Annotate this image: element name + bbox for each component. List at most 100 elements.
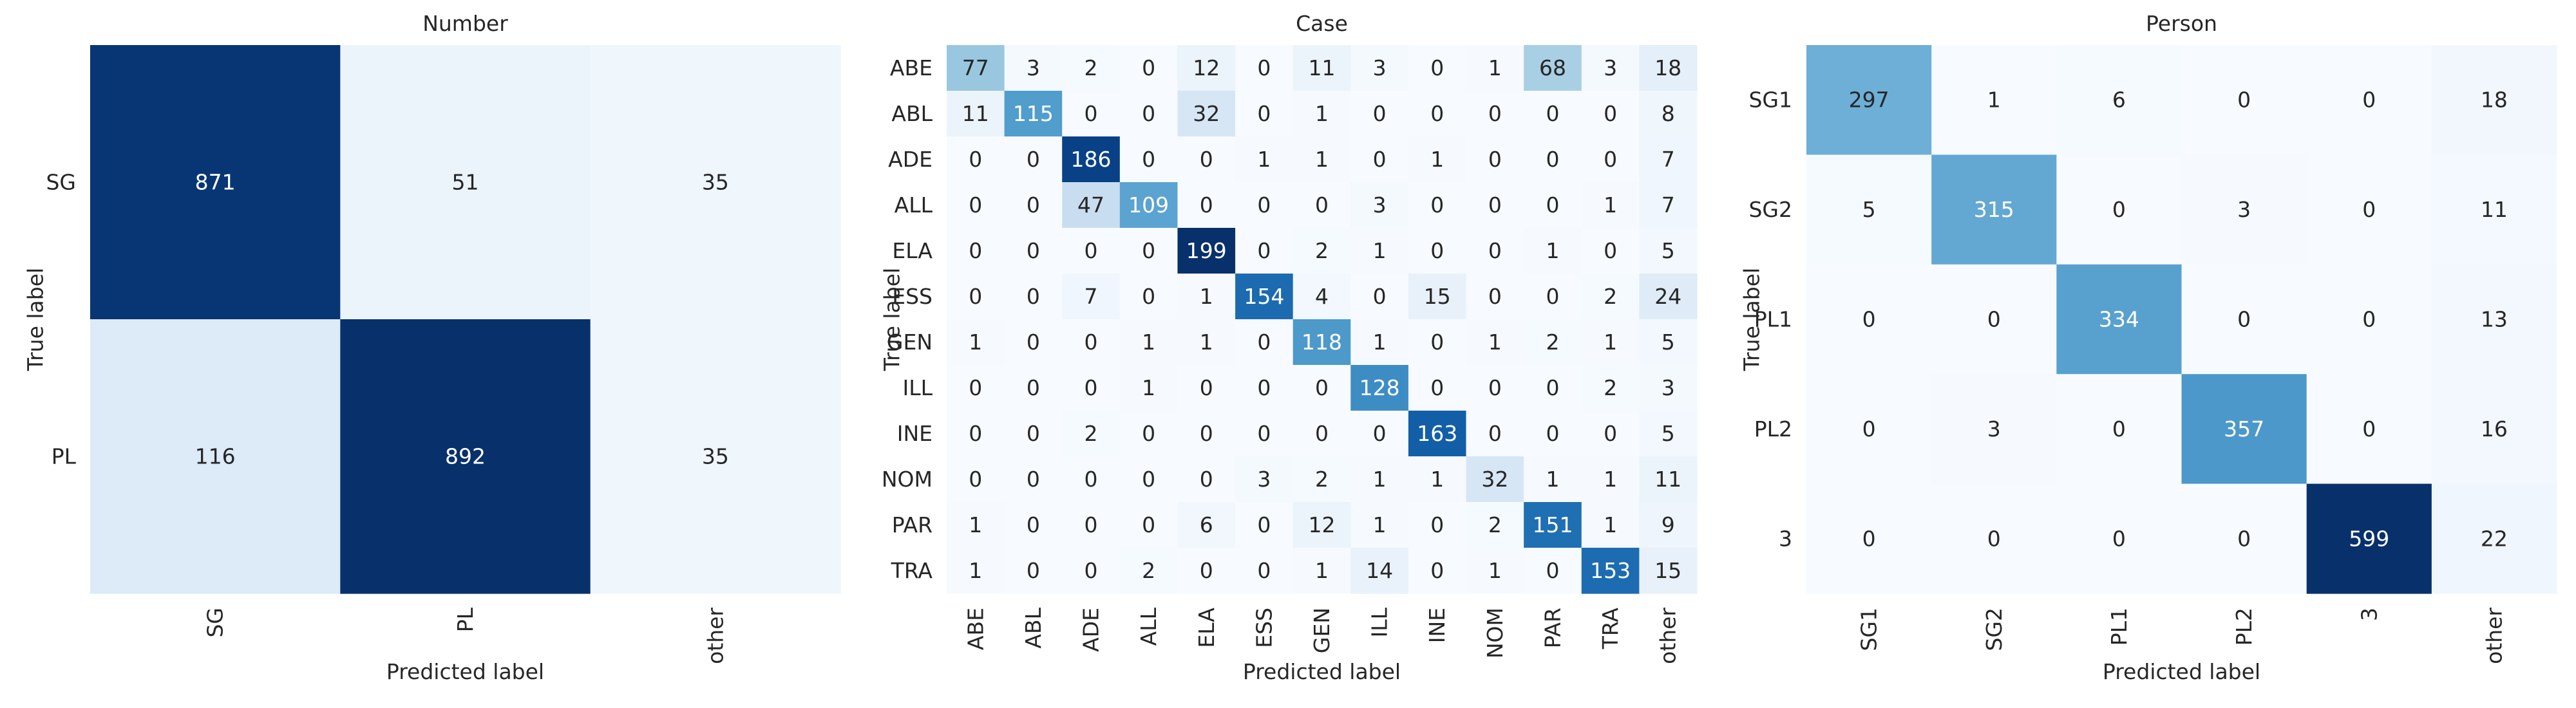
heatmap-cell [1581, 502, 1640, 548]
heatmap-cell [1177, 182, 1236, 228]
heatmap-cell [1408, 182, 1467, 228]
cell-value-label: 0 [1315, 192, 1329, 218]
cell-value-label: 14 [1366, 558, 1393, 583]
heatmap-cell [1931, 45, 2057, 155]
y-tick-label: PL1 [1754, 307, 1792, 332]
cell-value-label: 5 [1662, 421, 1675, 446]
chart-title: Person [2146, 11, 2217, 36]
cell-value-label: 1 [1488, 558, 1502, 583]
heatmap-cell [947, 548, 1005, 594]
heatmap-cell [1524, 91, 1582, 137]
cell-value-label: 0 [1084, 467, 1098, 492]
cell-value-label: 2 [1604, 284, 1617, 309]
cell-value-label: 0 [1430, 238, 1444, 263]
cell-value-label: 0 [1200, 421, 1213, 446]
heatmap-cell [1466, 456, 1524, 503]
cell-value-label: 0 [2362, 416, 2376, 442]
cell-value-label: 0 [2112, 416, 2126, 442]
cell-value-label: 0 [1200, 192, 1213, 218]
cell-value-label: 32 [1481, 467, 1508, 492]
heatmap-cell [590, 45, 841, 320]
x-tick-label: ABL [1021, 607, 1046, 648]
cell-value-label: 2 [1315, 467, 1329, 492]
y-tick-label: INE [897, 421, 933, 446]
heatmap-cell [1350, 456, 1409, 503]
heatmap-cell [1408, 548, 1467, 594]
heatmap-cell [1639, 182, 1698, 228]
heatmap-cell [1931, 483, 2057, 594]
cell-value-label: 0 [1862, 526, 1876, 551]
heatmap-cell [1004, 228, 1063, 274]
cell-value-label: 8 [1662, 101, 1675, 126]
heatmap-cell [1293, 502, 1351, 548]
heatmap-cell [1119, 548, 1179, 594]
heatmap-cell [1581, 182, 1640, 228]
heatmap-cell [1350, 45, 1409, 91]
cell-value-label: 0 [1027, 147, 1040, 172]
cell-value-label: 0 [1373, 101, 1387, 126]
heatmap-cell [2181, 483, 2307, 594]
heatmap-cell [1639, 228, 1698, 274]
heatmap-cell [1062, 274, 1121, 320]
heatmap-cell [1235, 274, 1294, 320]
y-tick-label: PL2 [1754, 416, 1792, 442]
cell-value-label: 0 [1257, 238, 1271, 263]
y-tick-label: ADE [888, 147, 933, 172]
x-tick-label: PL2 [2231, 608, 2257, 646]
heatmap-cell [1581, 274, 1640, 320]
cell-value-label: 0 [1200, 375, 1213, 400]
cell-value-label: 0 [1546, 284, 1559, 309]
heatmap-cell [1931, 374, 2057, 485]
cell-value-label: 0 [2237, 526, 2251, 551]
cell-value-label: 0 [1027, 467, 1040, 492]
heatmap-cell [1466, 274, 1524, 320]
y-tick-label: SG1 [1748, 88, 1792, 113]
heatmap-cell [1466, 136, 1524, 183]
cell-value-label: 0 [1142, 55, 1155, 80]
heatmap-cell [1062, 319, 1121, 366]
cell-value-label: 0 [1142, 147, 1155, 172]
cell-value-label: 0 [1488, 375, 1502, 400]
cell-value-label: 0 [1546, 558, 1559, 583]
heatmap-cell [1119, 274, 1179, 320]
y-axis-label: True label [880, 268, 905, 371]
heatmap-cell [1581, 136, 1640, 183]
cell-value-label: 1 [1200, 330, 1213, 355]
heatmap-cell [1466, 548, 1524, 594]
heatmap-cell [1004, 456, 1063, 503]
heatmap-cell [947, 411, 1005, 457]
cell-value-label: 109 [1128, 192, 1169, 218]
y-tick-label: ESS [892, 284, 933, 309]
heatmap-cell [1466, 45, 1524, 91]
cell-value-label: 5 [1862, 197, 1876, 222]
heatmap-cell [1466, 411, 1524, 457]
cell-value-label: 1 [1488, 55, 1502, 80]
x-tick-label: PAR [1540, 608, 1565, 648]
heatmap-cell [1524, 274, 1582, 320]
cell-value-label: 1 [1142, 375, 1155, 400]
cell-value-label: 0 [1027, 421, 1040, 446]
cell-value-label: 2 [1084, 55, 1098, 80]
heatmap-cell [1119, 136, 1179, 183]
cell-value-label: 0 [969, 467, 982, 492]
cell-value-label: 0 [1084, 330, 1098, 355]
heatmap-cell [1062, 411, 1121, 457]
cell-value-label: 7 [1662, 192, 1675, 218]
heatmap-cell [1408, 91, 1467, 137]
cell-value-label: 1 [1604, 330, 1617, 355]
cell-value-label: 0 [1084, 101, 1098, 126]
heatmap-cell [1062, 228, 1121, 274]
heatmap-cell [1806, 483, 1932, 594]
heatmap-cell [1062, 365, 1121, 411]
heatmap-cell [1177, 136, 1236, 183]
x-tick-label: INE [1425, 608, 1450, 643]
heatmap-cell [1639, 411, 1698, 457]
cell-value-label: 1 [1430, 467, 1444, 492]
cell-value-label: 0 [1142, 467, 1155, 492]
heatmap-cell [1119, 365, 1179, 411]
heatmap-cell [1293, 45, 1351, 91]
cell-value-label: 3 [1987, 416, 2001, 442]
y-tick-label: SG [46, 170, 76, 195]
